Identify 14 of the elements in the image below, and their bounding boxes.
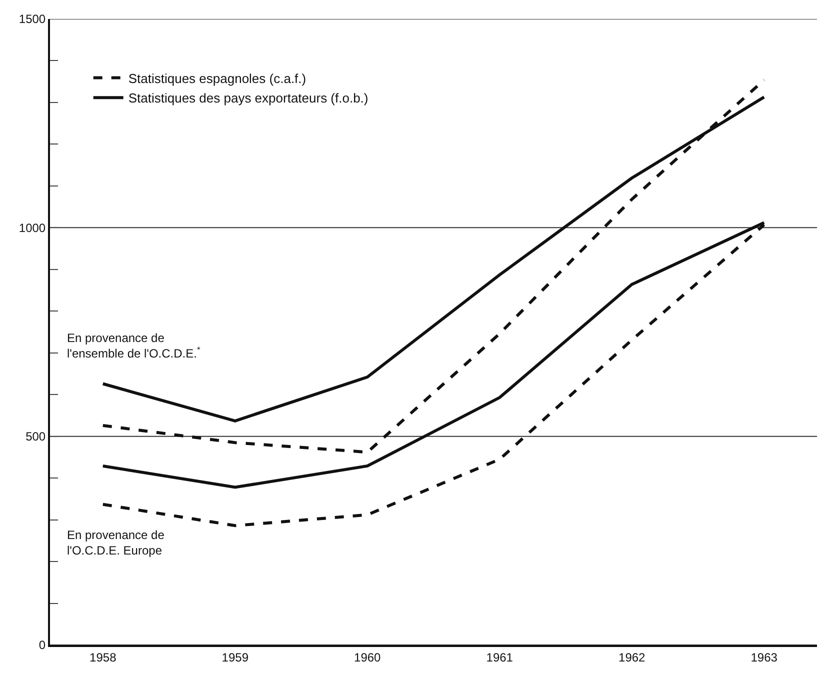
annotation: En provenance de l'ensemble de l'O.C.D.E.$^{*}$ (67, 331, 201, 361)
x-tick-label: 1958 (90, 650, 117, 664)
legend-label: Statistiques des pays exportateurs (f.o.b.) (128, 90, 368, 106)
annotation: En provenance de l'O.C.D.E. Europe (67, 528, 165, 558)
x-tick-label: 1959 (222, 650, 249, 664)
y-tick-label: 1500 (18, 12, 46, 26)
x-tick-label: 1962 (618, 650, 646, 664)
y-tick-label: 0 (38, 638, 46, 652)
legend-label: Statistiques espagnoles (c.a.f.) (128, 70, 306, 86)
y-tick-label: 1000 (18, 220, 46, 235)
x-tick-label: 1961 (486, 650, 514, 664)
x-tick-label: 1960 (354, 650, 382, 664)
y-tick-label: 500 (26, 430, 46, 444)
x-tick-label: 1963 (750, 650, 778, 664)
